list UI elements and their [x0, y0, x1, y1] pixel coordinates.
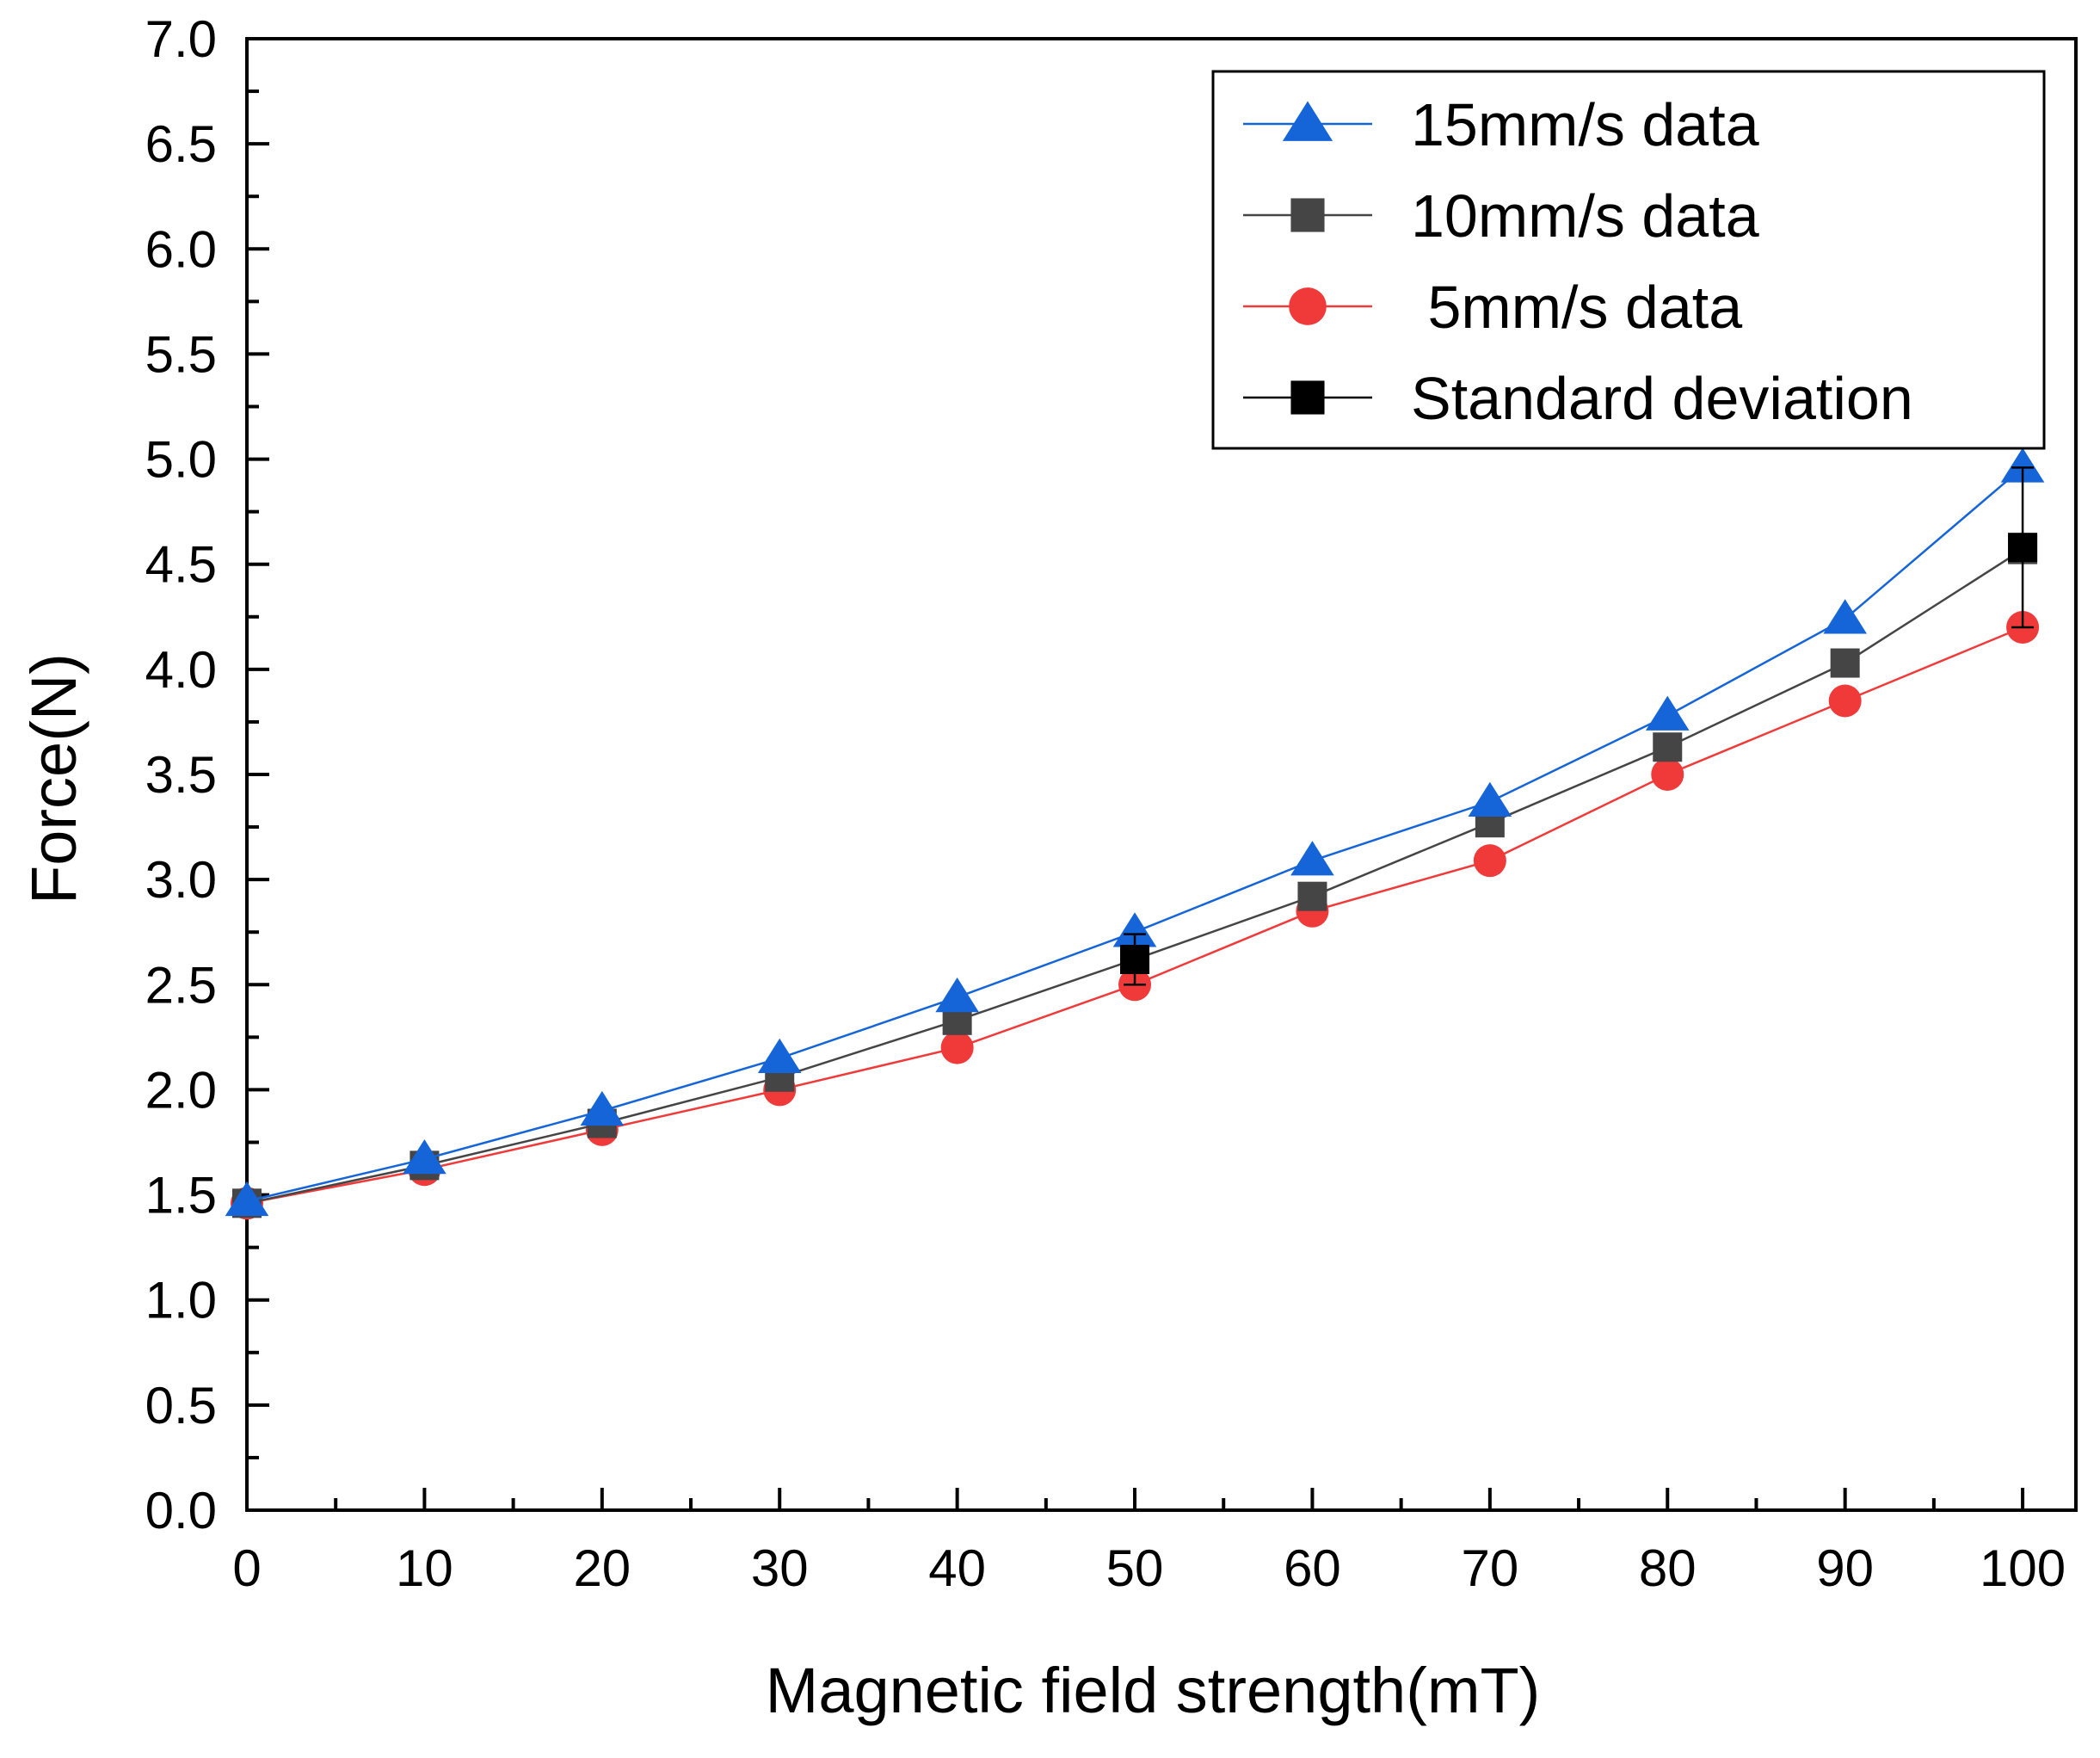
data-point-15mm-s-data [935, 977, 979, 1013]
y-tick-label: 6.5 [145, 115, 217, 173]
data-point-5mm-s-data [1651, 758, 1684, 791]
legend-marker-5mm-s-data [1289, 287, 1327, 325]
x-tick-label: 80 [1639, 1539, 1697, 1597]
x-tick-label: 0 [232, 1539, 261, 1597]
y-tick-label: 3.5 [145, 746, 217, 804]
x-axis-title: Magnetic field strength(mT) [766, 1655, 1541, 1726]
legend-label-10mm-s-data: 10mm/s data [1411, 182, 1759, 250]
y-tick-label: 6.0 [145, 220, 217, 278]
legend-box [1211, 70, 2046, 450]
data-point-5mm-s-data [940, 1031, 974, 1064]
y-tick-label: 0.5 [145, 1377, 217, 1434]
data-point-5mm-s-data [1473, 844, 1506, 878]
x-tick-label: 100 [1980, 1539, 2066, 1597]
data-point-15mm-s-data [403, 1139, 446, 1175]
y-tick-label: 4.5 [145, 536, 217, 594]
x-tick-label: 40 [928, 1539, 986, 1597]
std-deviation-point [1120, 944, 1150, 974]
legend-label-15mm-s-data: 15mm/s data [1411, 91, 1759, 158]
y-tick-label: 2.0 [145, 1061, 217, 1119]
y-tick-label: 5.5 [145, 325, 217, 383]
legend-marker-standard-deviation [1290, 380, 1325, 415]
data-point-15mm-s-data [580, 1090, 625, 1126]
x-tick-label: 50 [1106, 1539, 1164, 1597]
y-tick-label: 1.5 [145, 1167, 217, 1224]
legend-marker-15mm-s-data [1282, 101, 1333, 141]
y-tick-label: 5.0 [145, 431, 217, 489]
x-tick-label: 60 [1284, 1539, 1341, 1597]
y-tick-label: 3.0 [145, 851, 217, 909]
data-point-10mm-s-data [1653, 732, 1683, 762]
x-tick-label: 10 [396, 1539, 453, 1597]
x-tick-label: 20 [573, 1539, 631, 1597]
std-deviation-point [2008, 533, 2038, 563]
data-point-15mm-s-data [1112, 912, 1157, 947]
y-tick-label: 1.0 [145, 1272, 217, 1329]
y-tick-label: 0.0 [145, 1482, 217, 1539]
legend-label-standard-deviation: Standard deviation [1411, 365, 1913, 432]
data-point-10mm-s-data [1830, 648, 1860, 678]
data-point-5mm-s-data [1828, 684, 1862, 718]
data-point-15mm-s-data [225, 1181, 269, 1217]
data-point-10mm-s-data [1297, 881, 1327, 911]
data-point-15mm-s-data [1468, 781, 1512, 817]
x-tick-label: 70 [1461, 1539, 1518, 1597]
y-tick-label: 7.0 [145, 10, 217, 68]
data-point-15mm-s-data [1823, 599, 1867, 634]
y-tick-label: 2.5 [145, 956, 217, 1014]
legend-marker-10mm-s-data [1290, 198, 1325, 232]
y-axis-title: Force(N) [18, 653, 89, 904]
x-tick-label: 90 [1816, 1539, 1874, 1597]
data-point-15mm-s-data [2000, 447, 2045, 483]
x-tick-label: 30 [751, 1539, 809, 1597]
data-point-15mm-s-data [1290, 841, 1334, 876]
data-point-15mm-s-data [757, 1038, 802, 1074]
series-line-15mm-s-data [246, 466, 2023, 1203]
data-point-15mm-s-data [1645, 695, 1690, 731]
y-tick-label: 4.0 [145, 641, 217, 699]
series-line-10mm-s-data [246, 548, 2023, 1205]
legend-label-5mm-s-data: 5mm/s data [1411, 274, 1742, 341]
